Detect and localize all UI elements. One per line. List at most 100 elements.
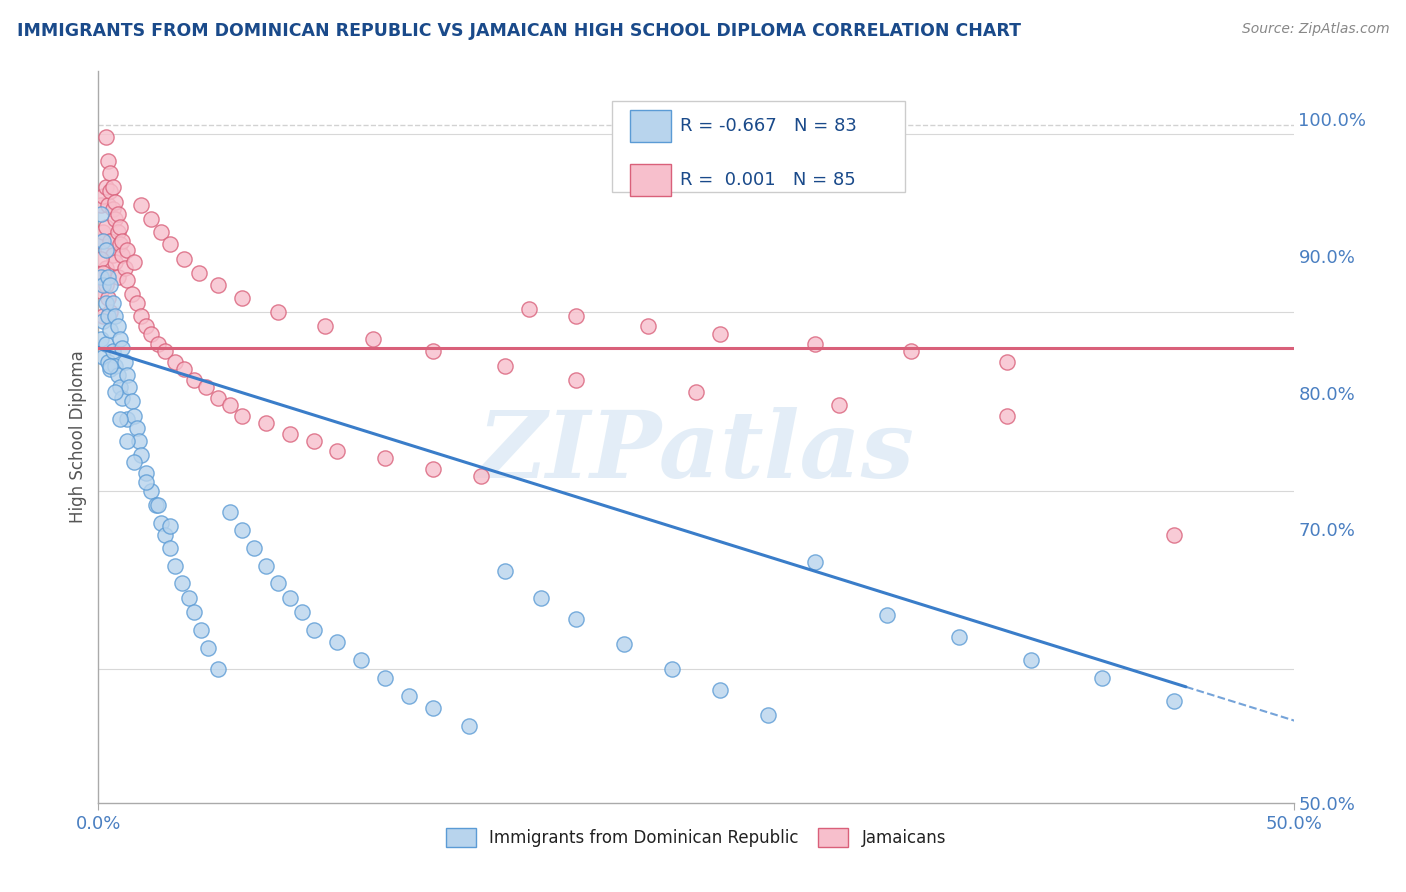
Point [125,421,148,435]
Point [108,380,131,394]
Point [118,380,141,394]
Point [900,344,922,359]
Point [155,528,177,542]
Point [637,319,659,334]
Point [565,612,588,626]
Point [326,635,349,649]
Point [149,225,172,239]
Point [195,380,218,394]
Point [94,337,117,351]
Point [107,225,129,239]
Point [756,708,779,723]
Point [148,498,170,512]
Point [91,350,114,364]
Point [91,189,114,203]
Point [131,198,153,212]
Point [163,558,186,573]
Point [267,576,290,591]
Point [124,409,146,423]
Point [613,637,636,651]
Point [124,255,146,269]
Point [101,296,124,310]
Point [159,541,181,555]
Point [97,153,120,168]
Point [267,305,290,319]
Point [94,219,117,234]
Text: ZIPatlas: ZIPatlas [478,407,914,497]
Point [98,278,122,293]
Point [98,323,122,337]
Point [90,252,112,266]
Point [91,225,114,239]
Point [97,309,120,323]
Point [148,337,170,351]
Point [121,287,143,301]
Point [163,355,186,369]
Point [207,391,229,405]
Point [179,591,201,605]
Point [135,475,157,489]
Point [94,180,117,194]
Point [1091,671,1114,685]
Point [107,319,129,334]
Point [115,434,138,448]
Point [231,409,253,423]
Legend: Immigrants from Dominican Republic, Jamaicans: Immigrants from Dominican Republic, Jama… [446,828,946,847]
Point [183,605,205,619]
Point [159,237,181,252]
Point [517,301,540,316]
Point [149,516,172,530]
FancyBboxPatch shape [630,110,671,143]
Point [91,309,114,323]
Point [98,362,122,376]
Point [363,332,385,346]
Point [173,362,195,376]
Point [90,198,112,212]
Point [90,284,112,298]
Point [114,355,136,369]
Point [98,359,122,373]
Point [90,269,112,284]
Point [115,412,138,426]
Point [131,448,153,462]
Point [91,269,114,284]
Point [104,359,127,373]
Point [104,309,127,323]
Point [97,269,120,284]
Point [94,278,117,293]
Point [709,326,731,341]
Point [108,412,131,426]
Point [231,523,253,537]
Point [565,373,588,387]
Point [231,291,253,305]
Point [91,278,114,293]
Point [291,605,314,619]
Point [139,326,162,341]
Point [422,344,444,359]
Point [128,434,150,448]
Point [494,359,516,373]
Point [254,558,277,573]
Point [107,368,129,382]
Point [107,207,129,221]
Point [101,202,124,216]
Point [207,278,229,293]
Point [101,180,124,194]
Point [804,337,827,351]
Text: R =  0.001   N = 85: R = 0.001 N = 85 [681,170,856,188]
Point [350,653,373,667]
Point [94,296,117,310]
Point [326,444,349,458]
Point [254,416,277,430]
Point [197,640,219,655]
Point [104,212,127,227]
Point [1163,694,1185,708]
Point [98,166,122,180]
Point [98,305,122,319]
Point [207,662,229,676]
Point [139,212,162,227]
Point [104,194,127,209]
FancyBboxPatch shape [613,101,905,192]
Point [995,355,1018,369]
Point [458,719,481,733]
